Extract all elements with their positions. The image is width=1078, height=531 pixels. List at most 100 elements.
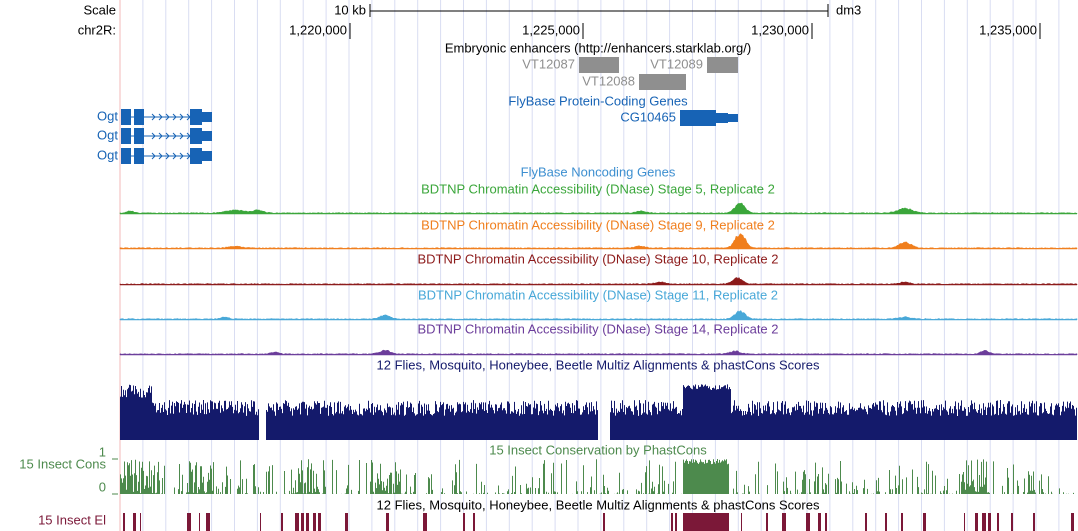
ruler-position: 1,235,000 [979,22,1037,37]
element [671,513,673,531]
element [345,513,348,531]
element [766,513,768,531]
side-label: 15 Insect Cons [19,456,106,471]
gene-label: Ogt [97,147,118,162]
element [825,513,827,531]
scale-bar [369,4,829,17]
track-title: BDTNP Chromatin Accessibility (DNase) St… [418,287,778,302]
element [260,513,261,531]
exon [190,148,202,164]
utr [728,114,738,122]
element [206,513,210,531]
chrom-label: chr2R: [78,22,116,37]
exon [190,128,202,144]
utr [202,151,212,161]
ruler-position: 1,220,000 [289,22,347,37]
side-label: 15 Insect El [38,512,106,527]
utr [202,131,212,141]
gene-label: Ogt [97,127,118,142]
element [675,513,677,531]
track-title: FlyBase Protein-Coding Genes [508,93,688,108]
y-tick-label: 0 [99,479,106,494]
element [295,513,299,531]
element [964,513,965,531]
enhancer-label: VT12087 [522,56,575,71]
enhancer-label: VT12088 [582,73,635,88]
track-title: 15 Insect Conservation by PhastCons [489,442,707,457]
element [133,513,136,531]
signal [119,310,1078,321]
track-title: 12 Flies, Mosquito, Honeybee, Beetle Mul… [377,357,820,372]
signal [119,202,1078,215]
signal [119,349,1078,356]
exon [134,148,144,164]
enhancer [579,57,619,73]
utr [202,112,212,122]
element [901,513,903,531]
scale-bar-label: 10 kb [334,2,366,17]
element [473,513,475,531]
exon [121,148,131,164]
element [603,513,605,531]
element [865,513,867,531]
element [140,513,141,531]
track-title: BDTNP Chromatin Accessibility (DNase) St… [421,217,775,232]
element [683,513,729,531]
element [313,513,316,531]
exon [121,128,131,144]
element [885,513,887,531]
track-title: BDTNP Chromatin Accessibility (DNase) St… [421,181,775,196]
element [818,513,821,531]
enhancer [707,57,738,73]
alignment-bars [120,384,1077,440]
signal [119,233,1078,250]
track-title: Embryonic enhancers (http://enhancers.st… [445,40,751,55]
element [806,513,810,531]
exon [134,128,144,144]
track-title: FlyBase Noncoding Genes [521,164,676,179]
enhancer [639,74,686,90]
exon [190,109,202,125]
element [423,513,427,531]
exon [121,109,131,125]
element [997,513,999,531]
element [988,513,991,531]
conservation-bars [120,459,1074,494]
track-title: BDTNP Chromatin Accessibility (DNase) St… [417,251,778,266]
scale-label: Scale [83,2,116,17]
element [923,513,926,531]
element [187,513,191,531]
strand-arrows [151,113,191,121]
element [318,513,321,531]
element [386,513,389,531]
element [741,513,742,531]
strand-arrows [151,132,191,140]
gene-label: CG10465 [620,109,676,124]
element [782,513,786,531]
ruler-position: 1,230,000 [751,22,809,37]
element [463,513,465,531]
element [1011,513,1013,531]
exon [716,113,728,123]
element [123,513,125,531]
track-title: 12 Flies, Mosquito, Honeybee, Beetle Mul… [377,497,820,512]
enhancer-label: VT12089 [650,56,703,71]
ruler-position: 1,225,000 [522,22,580,37]
element [306,513,309,531]
gene-label: Ogt [97,108,118,123]
element [301,513,304,531]
element [982,513,986,531]
track-title: BDTNP Chromatin Accessibility (DNase) St… [417,321,778,336]
exon [134,109,144,125]
assembly-label: dm3 [836,2,861,17]
signal [119,276,1078,286]
element [1071,513,1074,531]
element [975,513,978,531]
element [199,513,200,531]
y-tick-label: 1 [99,444,106,459]
element [281,513,283,531]
strand-arrows [151,152,191,160]
element [1033,513,1035,531]
